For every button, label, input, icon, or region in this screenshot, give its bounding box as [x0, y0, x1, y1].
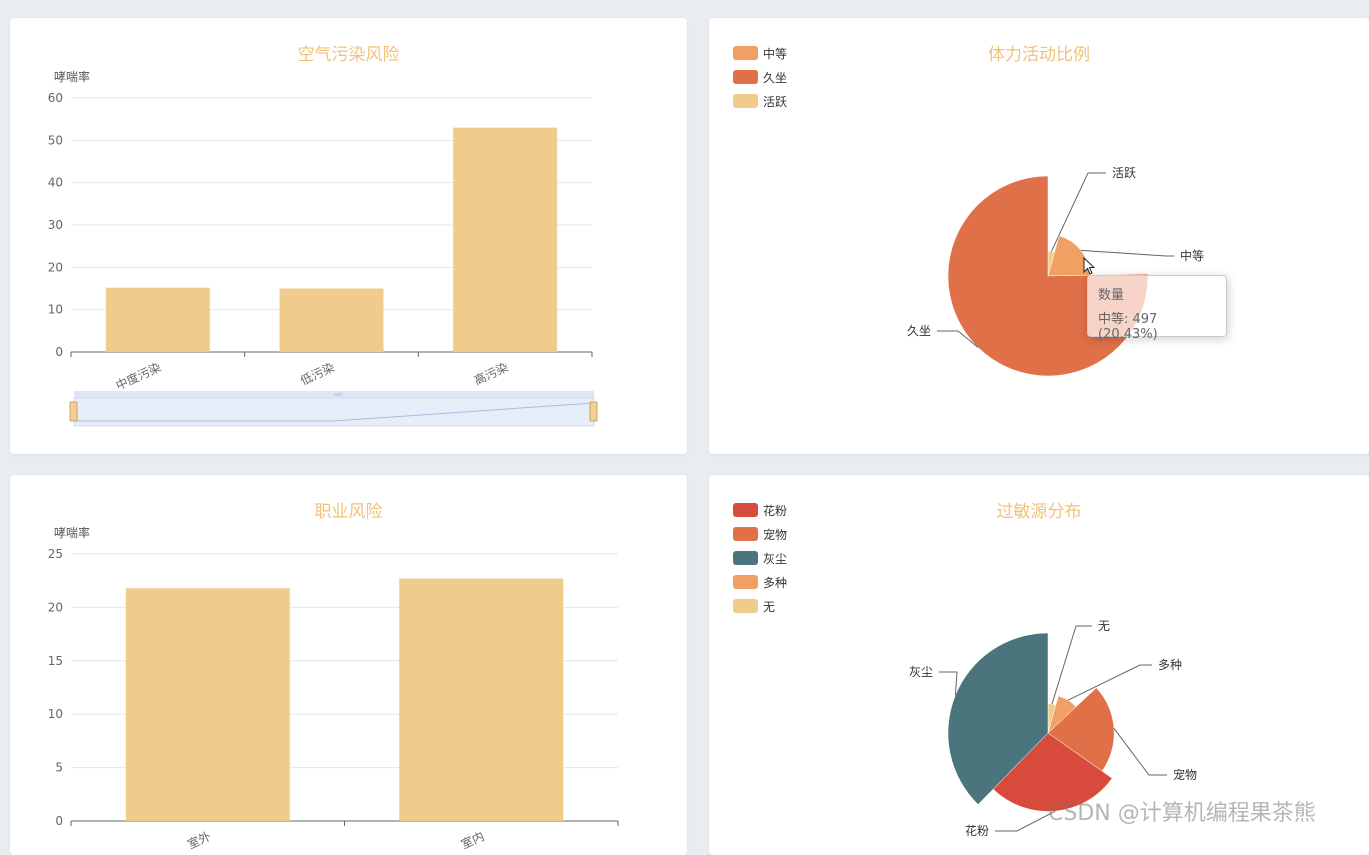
- y-tick-label: 15: [48, 654, 63, 668]
- label-line: [1051, 625, 1092, 705]
- legend-label: 宠物: [763, 527, 788, 542]
- legend-item-pet[interactable]: 宠物: [733, 522, 787, 546]
- pie-slice: [947, 632, 1049, 805]
- occupation-card: 职业风险 哮喘率 0 5 10 15 20 25 室外 室内: [10, 475, 687, 855]
- occupation-chart-svg: 哮喘率 0 5 10 15 20 25 室外 室内: [48, 525, 619, 852]
- activity-legend: 中等 久坐 活跃: [733, 41, 787, 113]
- bar: [105, 287, 210, 352]
- legend-label: 多种: [763, 575, 788, 590]
- slice-label: 灰尘: [909, 665, 933, 679]
- label-line: [1113, 728, 1167, 776]
- legend-swatch: [733, 46, 758, 60]
- x-tick-label: 高污染: [471, 359, 510, 388]
- y-tick-label: 50: [48, 133, 63, 147]
- legend-item-none[interactable]: 无: [733, 594, 787, 618]
- legend-item-active[interactable]: 活跃: [733, 89, 787, 113]
- label-line: [1080, 249, 1174, 257]
- pie-slice: [992, 732, 1113, 812]
- x-tick-label: 低污染: [298, 359, 337, 388]
- label-line: [1050, 172, 1106, 252]
- y-tick-label: 10: [48, 707, 63, 721]
- legend-swatch: [733, 527, 758, 541]
- bar: [125, 588, 290, 821]
- data-zoom-slider[interactable]: [69, 391, 598, 427]
- chart-tooltip: 数量 中等: 497 (20.43%): [1087, 275, 1227, 342]
- watermark: CSDN @计算机编程果茶熊: [1048, 801, 1316, 826]
- label-line: [939, 671, 958, 696]
- y-axis-label: 哮喘率: [54, 69, 90, 84]
- label-line: [1067, 664, 1152, 701]
- bar: [453, 127, 558, 352]
- air-pollution-card: 空气污染风险 哮喘率 0 10 20 30 40 50 60 中度污染 低污染 高污染: [10, 18, 687, 454]
- air-chart-svg: 哮喘率 0 10 20 30 40 50 60 中度污染 低污染 高污染: [48, 69, 598, 427]
- legend-swatch: [733, 94, 758, 108]
- x-tick-label: 室外: [185, 828, 213, 852]
- y-tick-label: 10: [48, 303, 63, 317]
- legend-item-pollen[interactable]: 花粉: [733, 498, 787, 522]
- bar: [399, 578, 564, 821]
- y-axis-label: 哮喘率: [54, 525, 90, 540]
- zoom-track[interactable]: [73, 397, 595, 427]
- label-line: [937, 330, 979, 348]
- legend-label: 灰尘: [763, 551, 788, 566]
- slice-label: 无: [1098, 619, 1110, 633]
- legend-swatch: [733, 551, 758, 565]
- air-chart-title: 空气污染风险: [297, 45, 400, 65]
- legend-label: 中等: [763, 46, 788, 61]
- tooltip-series-name: 数量: [1098, 288, 1125, 303]
- legend-swatch: [733, 503, 758, 517]
- legend-item-moderate[interactable]: 中等: [733, 41, 787, 65]
- mouse-cursor-icon: [1083, 257, 1096, 275]
- slice-label: 多种: [1158, 658, 1182, 672]
- activity-card: 体力活动比例 中等 久坐 活跃 活跃 中等 久坐 数量 中等: 497 (20.43…: [709, 18, 1369, 454]
- zoom-preview-line: [74, 402, 595, 422]
- legend-label: 久坐: [763, 70, 788, 85]
- y-tick-label: 30: [48, 218, 63, 232]
- slice-label: 宠物: [1173, 767, 1197, 782]
- legend-item-dust[interactable]: 灰尘: [733, 546, 787, 570]
- bar: [279, 288, 384, 352]
- x-tick-label: 室内: [458, 828, 486, 852]
- zoom-right-handle[interactable]: [589, 401, 598, 422]
- legend-item-sedentary[interactable]: 久坐: [733, 65, 787, 89]
- legend-label: 活跃: [763, 94, 788, 109]
- slice-label: 久坐: [907, 324, 931, 338]
- legend-item-multiple[interactable]: 多种: [733, 570, 787, 594]
- legend-label: 花粉: [763, 503, 788, 518]
- legend-swatch: [733, 70, 758, 84]
- slice-label: 中等: [1180, 248, 1204, 263]
- y-tick-label: 20: [48, 600, 63, 614]
- zoom-left-handle[interactable]: [69, 401, 78, 422]
- y-tick-label: 25: [48, 547, 63, 561]
- y-tick-label: 40: [48, 176, 63, 190]
- allergen-legend: 花粉 宠物 灰尘 多种 无: [733, 498, 787, 618]
- slice-label: 活跃: [1112, 166, 1136, 180]
- y-tick-label: 0: [55, 345, 63, 359]
- label-line: [995, 810, 1056, 832]
- y-tick-label: 20: [48, 260, 63, 274]
- x-tick-label: 中度污染: [113, 359, 163, 393]
- y-tick-label: 0: [55, 814, 63, 828]
- tooltip-value: 中等: 497 (20.43%): [1098, 312, 1158, 342]
- slice-label: 花粉: [965, 823, 989, 838]
- allergen-chart-title: 过敏源分布: [996, 502, 1082, 522]
- y-tick-label: 60: [48, 91, 63, 105]
- y-tick-label: 5: [55, 761, 63, 775]
- activity-chart-title: 体力活动比例: [988, 45, 1090, 65]
- legend-label: 无: [763, 599, 776, 614]
- zoom-move-handle[interactable]: [334, 393, 342, 396]
- legend-swatch: [733, 599, 758, 613]
- occupation-chart-title: 职业风险: [314, 502, 383, 522]
- allergen-card: 过敏源分布 花粉 宠物 灰尘 多种 无 无多种 宠物 花粉 灰尘: [709, 475, 1369, 855]
- legend-swatch: [733, 575, 758, 589]
